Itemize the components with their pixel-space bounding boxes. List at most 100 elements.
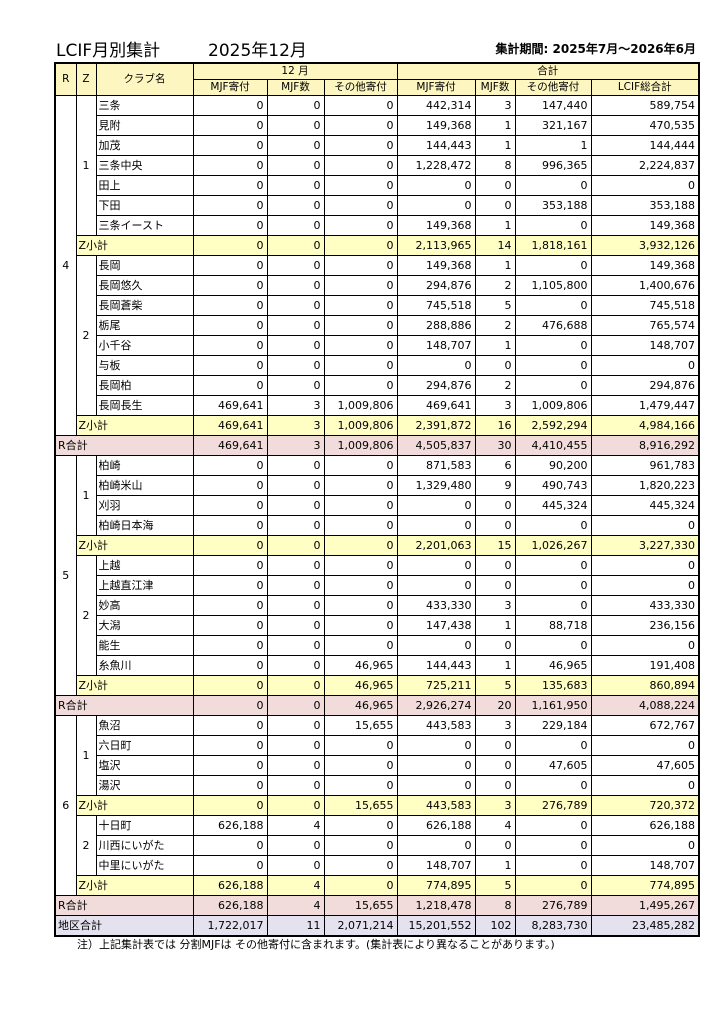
value-cell: 0 — [266, 235, 325, 256]
value-cell: 0 — [396, 575, 476, 596]
value-cell: 0 — [474, 775, 516, 796]
value-cell: 15,655 — [323, 795, 398, 816]
value-cell: 149,368 — [396, 115, 476, 136]
value-cell: 0 — [474, 635, 516, 656]
value-cell: 0 — [474, 195, 516, 216]
value-cell: 0 — [192, 355, 268, 376]
value-cell: 0 — [192, 235, 268, 256]
value-cell: 0 — [266, 555, 325, 576]
value-cell: 626,188 — [396, 815, 476, 836]
value-cell: 148,707 — [590, 855, 700, 876]
value-cell: 0 — [323, 635, 398, 656]
value-cell: 0 — [323, 575, 398, 596]
club-row: 湯沢 0 0 0 0 0 0 0 — [55, 775, 700, 796]
value-cell: 1,722,017 — [192, 915, 268, 937]
club-name: 六日町 — [95, 735, 194, 756]
club-row: 田上 0 0 0 0 0 0 0 — [55, 175, 700, 196]
value-cell: 30 — [474, 435, 516, 456]
value-cell: 0 — [396, 195, 476, 216]
value-cell: 0 — [514, 255, 592, 276]
district-total-label: 地区合計 — [54, 915, 194, 937]
value-cell: 961,783 — [590, 455, 700, 476]
value-cell: 469,641 — [396, 395, 476, 416]
club-row: 妙高 0 0 0 433,330 3 0 433,330 — [55, 595, 700, 616]
value-cell: 0 — [266, 695, 325, 716]
zone-number: 2 — [75, 555, 97, 676]
value-cell: 102 — [474, 915, 516, 937]
club-name: 見附 — [95, 115, 194, 136]
club-row: 上越直江津 0 0 0 0 0 0 0 — [55, 575, 700, 596]
value-cell: 0 — [266, 275, 325, 296]
value-cell: 745,518 — [396, 295, 476, 316]
zone-subtotal-row: Z小計 0 0 0 2,201,063 15 1,026,267 3,227,330 — [55, 535, 700, 556]
value-cell: 0 — [266, 855, 325, 876]
club-row: 長岡蒼柴 0 0 0 745,518 5 0 745,518 — [55, 295, 700, 316]
value-cell: 0 — [474, 495, 516, 516]
value-cell: 0 — [323, 475, 398, 496]
value-cell: 0 — [396, 175, 476, 196]
zone-subtotal-row: Z小計 0 0 0 2,113,965 14 1,818,161 3,932,126 — [55, 235, 700, 256]
value-cell: 0 — [192, 375, 268, 396]
value-cell: 672,767 — [590, 715, 700, 736]
club-row: 2 長岡 0 0 0 149,368 1 0 149,368 — [55, 255, 700, 416]
club-row: 長岡柏 0 0 0 294,876 2 0 294,876 — [55, 375, 700, 396]
value-cell: 0 — [266, 775, 325, 796]
col-group-total: 合計 — [396, 62, 700, 80]
col-group-month: 12 月 — [192, 62, 398, 80]
value-cell: 149,368 — [590, 255, 700, 276]
value-cell: 1,218,478 — [396, 895, 476, 916]
zone-subtotal-label: Z小計 — [75, 535, 194, 556]
value-cell: 2,926,274 — [396, 695, 476, 716]
club-name: 小千谷 — [95, 335, 194, 356]
club-row: 中里にいがた 0 0 0 148,707 1 0 148,707 — [55, 855, 700, 876]
value-cell: 0 — [323, 835, 398, 856]
value-cell: 0 — [266, 335, 325, 356]
value-cell: 2,071,214 — [323, 915, 398, 937]
value-cell: 0 — [323, 115, 398, 136]
club-row: 加茂 0 0 0 144,443 1 1 144,444 — [55, 135, 700, 156]
value-cell: 1,818,161 — [514, 235, 592, 256]
club-row: 4 1 三条 0 0 0 442,314 3 147,440 589,754 — [54, 95, 700, 436]
value-cell: 0 — [590, 775, 700, 796]
value-cell: 0 — [590, 555, 700, 576]
value-cell: 0 — [323, 195, 398, 216]
club-name: 長岡長生 — [95, 395, 194, 416]
value-cell: 0 — [266, 375, 325, 396]
value-cell: 0 — [192, 315, 268, 336]
club-row: 川西にいがた 0 0 0 0 0 0 0 — [55, 835, 700, 856]
value-cell: 4,505,837 — [396, 435, 476, 456]
value-cell: 0 — [192, 515, 268, 536]
value-cell: 490,743 — [514, 475, 592, 496]
value-cell: 47,605 — [590, 755, 700, 776]
value-cell: 0 — [192, 575, 268, 596]
value-cell: 0 — [192, 635, 268, 656]
club-row: 6 1 魚沼 0 0 15,655 443,583 3 229,184 672,767 — [54, 715, 700, 896]
value-cell: 476,688 — [514, 315, 592, 336]
value-cell: 1 — [474, 335, 516, 356]
region-number: 4 — [54, 95, 77, 436]
club-name: 柏崎日本海 — [95, 515, 194, 536]
value-cell: 0 — [474, 755, 516, 776]
value-cell: 0 — [266, 135, 325, 156]
value-cell: 0 — [474, 515, 516, 536]
value-cell: 288,886 — [396, 315, 476, 336]
value-cell: 725,211 — [396, 675, 476, 696]
value-cell: 3 — [474, 795, 516, 816]
value-cell: 0 — [396, 735, 476, 756]
value-cell: 276,789 — [514, 895, 592, 916]
value-cell: 2 — [474, 375, 516, 396]
club-name: 中里にいがた — [95, 855, 194, 876]
club-name: 三条中央 — [95, 155, 194, 176]
club-name: 十日町 — [95, 815, 194, 836]
value-cell: 148,707 — [590, 335, 700, 356]
value-cell: 1,009,806 — [323, 415, 398, 436]
value-cell: 0 — [514, 215, 592, 236]
col-sub-header: MJF数 — [266, 79, 325, 96]
value-cell: 0 — [323, 455, 398, 476]
value-cell: 0 — [192, 735, 268, 756]
footnote: 注）上記集計表では 分割MJFは その他寄付に含まれます。(集計表により異なるこ… — [77, 938, 555, 951]
club-name: 長岡柏 — [95, 375, 194, 396]
value-cell: 0 — [323, 315, 398, 336]
value-cell: 0 — [192, 135, 268, 156]
value-cell: 470,535 — [590, 115, 700, 136]
